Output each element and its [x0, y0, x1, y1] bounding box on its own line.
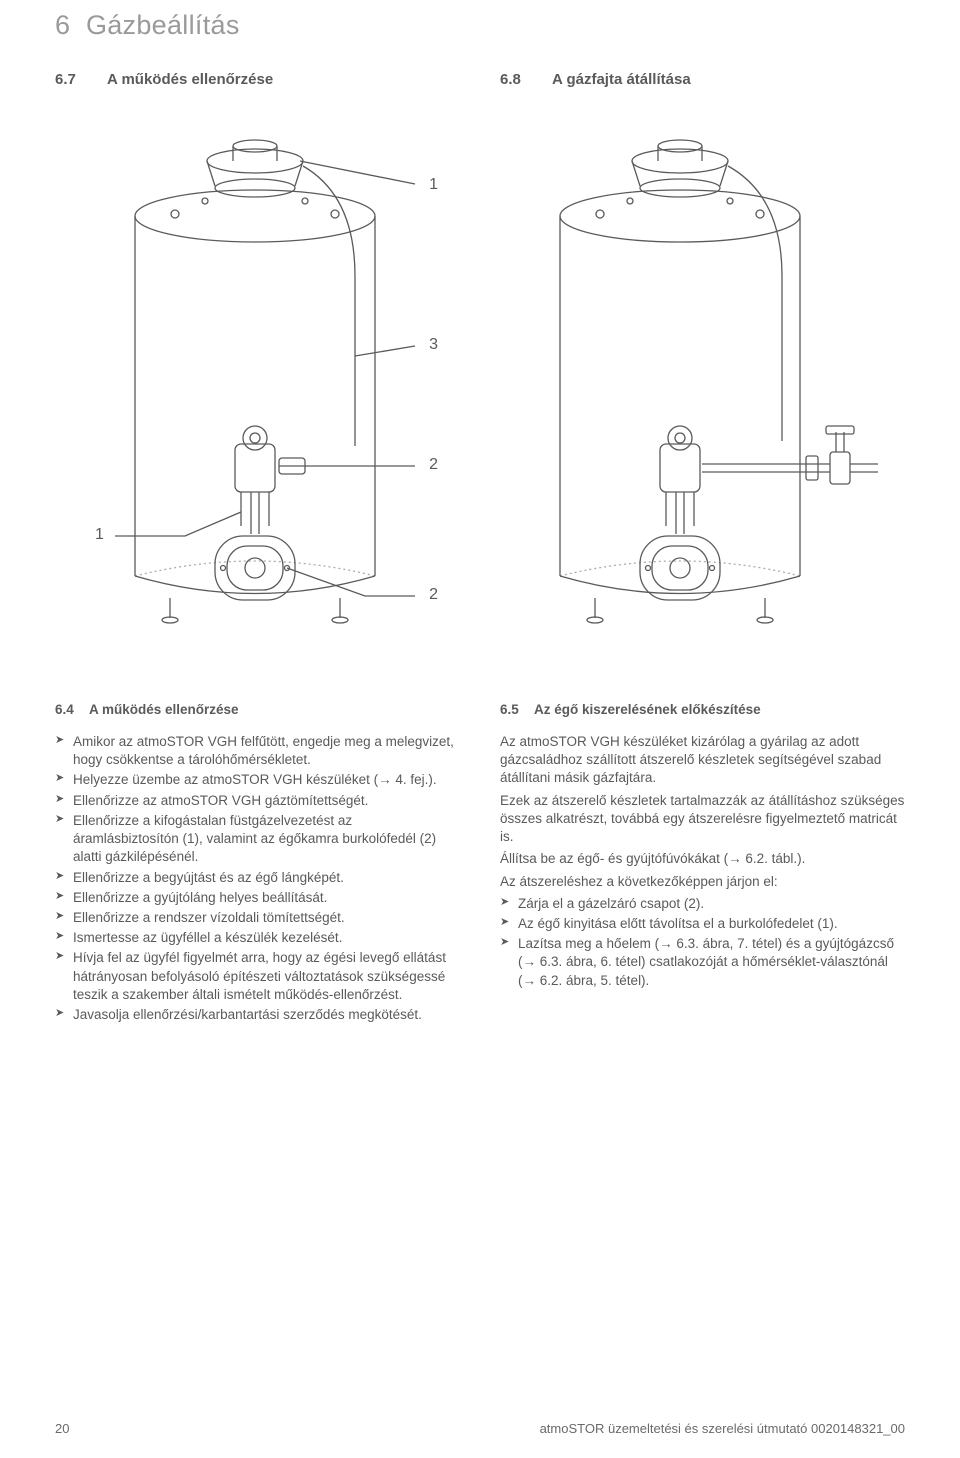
section-headings-row: 6.7 A működés ellenőrzése 6.8 A gázfajta… — [55, 71, 905, 88]
list-item: Amikor az atmoSTOR VGH felfűtött, engedj… — [55, 733, 460, 769]
list-item: Ellenőrizze a begyújtást és az égő lángk… — [55, 869, 460, 887]
list-item: Zárja el a gázelzáró csapot (2). — [500, 895, 905, 913]
callout-2a: 2 — [429, 456, 438, 474]
section-6-8-heading: 6.8 A gázfajta átállítása — [500, 71, 905, 88]
list-item: Ellenőrizze a gyújtóláng helyes beállítá… — [55, 889, 460, 907]
page: 6 Gázbeállítás 6.7 A működés ellenőrzése… — [0, 0, 960, 1458]
list-item: Javasolja ellenőrzési/karbantartási szer… — [55, 1006, 460, 1024]
cylinder-diagram-right — [500, 106, 905, 666]
doc-id: atmoSTOR üzemeltetési és szerelési útmut… — [540, 1421, 905, 1436]
sub-title: A működés ellenőrzése — [89, 702, 239, 717]
para: Állítsa be az égő- és gyújtófúvókákat (→… — [500, 850, 905, 868]
callout-1a: 1 — [429, 176, 438, 194]
list-item: Ellenőrizze a rendszer vízoldali tömítet… — [55, 909, 460, 927]
page-footer: 20 atmoSTOR üzemeltetési és szerelési út… — [55, 1421, 905, 1436]
sub-6-4-heading: 6.4 A működés ellenőrzése — [55, 702, 460, 717]
text-columns: 6.4 A működés ellenőrzése Amikor az atmo… — [55, 702, 905, 1026]
para: Az atmoSTOR VGH készüléket kizárólag a g… — [500, 733, 905, 788]
callout-1b: 1 — [95, 526, 104, 544]
figure-6-7: 1 3 2 1 2 — [55, 106, 460, 666]
chapter-number: 6 — [55, 10, 70, 40]
right-list: Zárja el a gázelzáró csapot (2). Az égő … — [500, 895, 905, 990]
sub-number: 6.5 — [500, 702, 526, 717]
sub-number: 6.4 — [55, 702, 81, 717]
section-title: A működés ellenőrzése — [107, 71, 273, 88]
sub-title: Az égő kiszerelésének előkészítése — [534, 702, 761, 717]
para: Ezek az átszerelő készletek tartalmazzák… — [500, 792, 905, 847]
para: Az átszereléshez a következőképpen járjo… — [500, 873, 905, 891]
list-item: Ismertesse az ügyféllel a készülék kezel… — [55, 929, 460, 947]
section-title: A gázfajta átállítása — [552, 71, 691, 88]
list-item: Az égő kinyitása előtt távolítsa el a bu… — [500, 915, 905, 933]
callout-3: 3 — [429, 336, 438, 354]
text-col-left: 6.4 A működés ellenőrzése Amikor az atmo… — [55, 702, 460, 1026]
section-6-7-heading: 6.7 A működés ellenőrzése — [55, 71, 460, 88]
heading-right-col: 6.8 A gázfajta átállítása — [500, 71, 905, 88]
text-col-right: 6.5 Az égő kiszerelésének előkészítése A… — [500, 702, 905, 1026]
left-list: Amikor az atmoSTOR VGH felfűtött, engedj… — [55, 733, 460, 1024]
sub-6-5-heading: 6.5 Az égő kiszerelésének előkészítése — [500, 702, 905, 717]
figure-6-8 — [500, 106, 905, 666]
list-item: Ellenőrizze az atmoSTOR VGH gáztömítetts… — [55, 792, 460, 810]
page-number: 20 — [55, 1421, 69, 1436]
callout-2b: 2 — [429, 586, 438, 604]
cylinder-diagram-left — [55, 106, 460, 666]
list-item: Helyezze üzembe az atmoSTOR VGH készülék… — [55, 771, 460, 789]
chapter-text: Gázbeállítás — [86, 10, 240, 40]
section-number: 6.7 — [55, 71, 91, 88]
section-number: 6.8 — [500, 71, 536, 88]
list-item: Lazítsa meg a hőelem (→ 6.3. ábra, 7. té… — [500, 935, 905, 990]
list-item: Hívja fel az ügyfél figyelmét arra, hogy… — [55, 949, 460, 1004]
list-item: Ellenőrizze a kifogástalan füstgázelveze… — [55, 812, 460, 867]
figures-row: 1 3 2 1 2 — [55, 106, 905, 666]
heading-left-col: 6.7 A működés ellenőrzése — [55, 71, 460, 88]
chapter-title: 6 Gázbeállítás — [55, 10, 905, 41]
